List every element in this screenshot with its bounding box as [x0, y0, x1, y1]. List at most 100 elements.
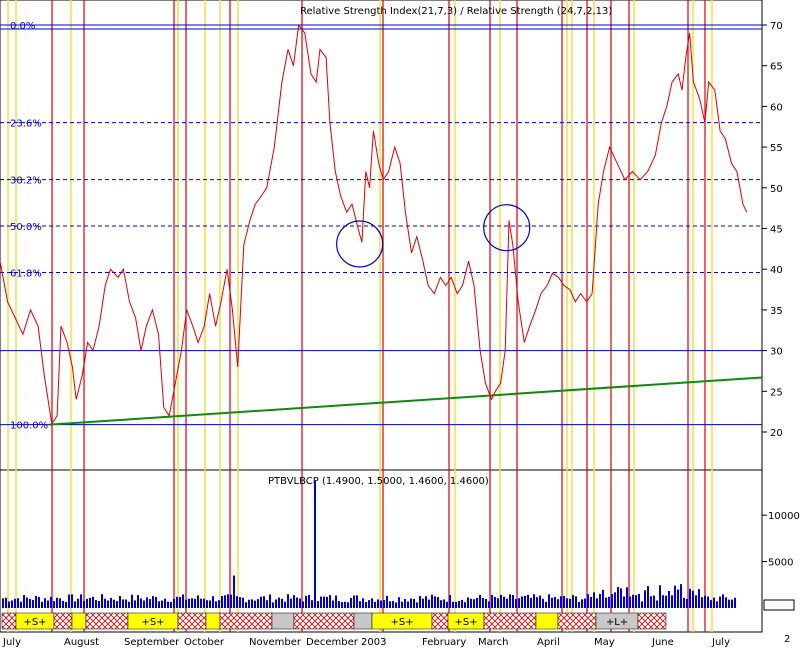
volume-bar [506, 598, 508, 608]
volume-bar [695, 595, 697, 608]
signal-band [271, 612, 295, 630]
volume-bar [446, 601, 448, 608]
volume-bar [200, 598, 202, 608]
volume-bar [206, 600, 208, 608]
trend-line [49, 376, 763, 426]
volume-bar [530, 597, 532, 608]
volume-bar [671, 595, 673, 608]
volume-bar [323, 596, 325, 608]
signal-band-label: +S+ [390, 617, 413, 628]
fib-levels: 0.0% 23.6% 38.2% 50.0% 61.8% 100.0% [0, 21, 762, 432]
volume-bar [65, 602, 67, 608]
volume-bar [692, 590, 694, 608]
volume-bar [233, 575, 235, 608]
volume-bar [377, 599, 379, 608]
volume-bar [725, 597, 727, 608]
y-axis: 20 25 30 35 40 45 50 55 60 65 70 5000 10000 [762, 21, 800, 611]
signal-band [53, 612, 73, 630]
volume-bar [515, 598, 517, 608]
volume-bar [674, 585, 676, 608]
volume-bar [74, 601, 76, 608]
volume-bar [278, 597, 280, 608]
volume-bar [191, 598, 193, 608]
volume-bar [179, 597, 181, 608]
volume-bar [17, 598, 19, 608]
x-tick-label: May [594, 637, 615, 648]
signal-band [85, 612, 129, 630]
volume-bar [332, 600, 334, 608]
volume-bar [416, 602, 418, 608]
volume-bar [374, 601, 376, 608]
x-tick-label: February [422, 637, 466, 648]
volume-bar [647, 586, 649, 608]
upper-title: Relative Strength Index(21,7,3) / Relati… [300, 6, 612, 17]
volume-bar [62, 600, 64, 608]
volume-bar [503, 596, 505, 608]
volume-bar [494, 596, 496, 608]
x-tick-label: June [651, 637, 674, 648]
volume-bar [56, 597, 58, 608]
volume-bar [566, 598, 568, 608]
volume-bar [437, 597, 439, 608]
volume-bar [110, 597, 112, 608]
x-tick-label: September [124, 637, 180, 648]
volume-bar [125, 599, 127, 608]
volume-bar [365, 601, 367, 608]
volume-bar [500, 594, 502, 608]
y-tick-label: 60 [770, 102, 783, 113]
volume-bar [383, 599, 385, 608]
volume-bar [638, 593, 640, 608]
fib-label: 50.0% [10, 222, 42, 233]
signal-band [293, 612, 355, 630]
volume-bar [683, 597, 685, 608]
volume-bar [467, 597, 469, 608]
x-tick-label: August [64, 637, 99, 648]
volume-bar [29, 598, 31, 608]
fib-label: 23.6% [10, 119, 42, 130]
volume-bar [677, 589, 679, 608]
volume-bar [281, 598, 283, 608]
volume-bar [296, 597, 298, 608]
volume-bar [155, 596, 157, 608]
volume-bar [320, 596, 322, 608]
volume-bar [452, 601, 454, 608]
volume-bar [326, 596, 328, 608]
volume-bar [458, 600, 460, 608]
volume-bar [266, 600, 268, 608]
volume-bar [596, 598, 598, 608]
volume-bar [197, 595, 199, 608]
signal-band-label: +S+ [141, 617, 164, 628]
volume-bar [686, 598, 688, 608]
volume-bar [212, 596, 214, 608]
signal-band [431, 612, 449, 630]
volume-bar [230, 594, 232, 608]
volume-bar [656, 600, 658, 608]
price-series [0, 23, 763, 426]
x-tick-label: 2003 [361, 637, 386, 648]
volume-bar [236, 596, 238, 608]
volume-bar [272, 602, 274, 608]
volume-bar [167, 601, 169, 608]
volume-bar [305, 595, 307, 608]
annotation-circle [336, 220, 384, 268]
volume-bar [551, 597, 553, 608]
volume-bar [20, 601, 22, 608]
fib-label: 61.8% [10, 268, 42, 279]
volume-bar [650, 596, 652, 608]
volume-bar [668, 590, 670, 608]
volume-bar [449, 595, 451, 608]
volume-bar [314, 480, 316, 608]
volume-bar [401, 601, 403, 608]
chart-frame [0, 0, 763, 633]
signal-band [219, 612, 273, 630]
volume-bar [524, 595, 526, 608]
volume-bar [368, 600, 370, 608]
volume-bar [251, 599, 253, 608]
volume-bar [113, 599, 115, 608]
volume-bar [89, 597, 91, 608]
volume-bar [308, 594, 310, 608]
volume-bar [275, 599, 277, 608]
volume-bar [434, 596, 436, 608]
annotation-circle [483, 204, 531, 252]
